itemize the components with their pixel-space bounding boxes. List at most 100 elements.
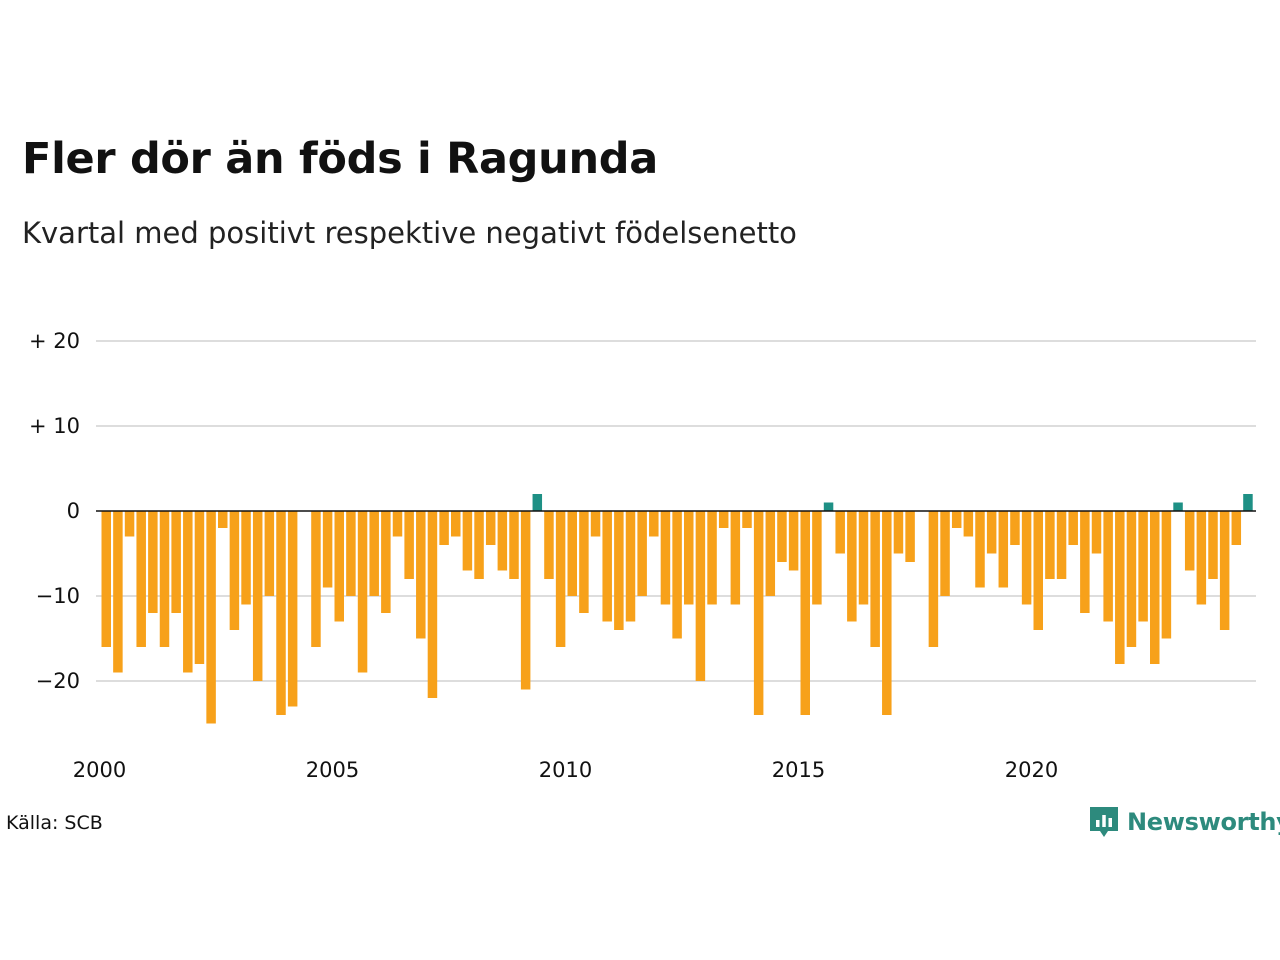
chart-subtitle: Kvartal med positivt respektive negativt… xyxy=(22,216,797,250)
bar xyxy=(800,511,810,715)
brand-name: Newsworthy xyxy=(1127,808,1280,836)
bar xyxy=(369,511,379,596)
y-tick-label: −10 xyxy=(36,584,80,608)
bar xyxy=(1231,511,1242,545)
x-tick-label: 2000 xyxy=(73,758,126,782)
bar xyxy=(1115,511,1125,664)
bar xyxy=(637,511,647,596)
y-tick-label: 0 xyxy=(67,499,80,523)
bar xyxy=(287,511,298,707)
bar xyxy=(777,511,787,562)
bar xyxy=(148,511,158,613)
bar xyxy=(812,511,822,605)
bar xyxy=(695,511,706,681)
bar xyxy=(986,511,997,554)
y-tick-label: + 10 xyxy=(29,414,80,438)
bar xyxy=(497,511,508,571)
x-tick-label: 2015 xyxy=(772,758,825,782)
bar xyxy=(684,511,694,605)
bar xyxy=(1196,511,1207,605)
bar xyxy=(520,511,531,690)
bar xyxy=(124,511,135,537)
bar xyxy=(1091,511,1102,554)
bar xyxy=(882,511,892,715)
bar xyxy=(416,511,426,639)
bar xyxy=(579,511,589,613)
bar xyxy=(730,511,741,605)
bar xyxy=(485,511,496,545)
bar xyxy=(1243,494,1253,511)
bar xyxy=(905,511,915,562)
bar xyxy=(322,511,333,588)
y-axis-ticks: + 20 + 10 0 −10 −20 xyxy=(29,329,80,693)
bar xyxy=(823,502,834,511)
brand-logo: Newsworthy xyxy=(1087,804,1280,840)
bar xyxy=(567,511,577,596)
bar xyxy=(392,511,403,537)
bar xyxy=(660,511,671,605)
source-note: Källa: SCB xyxy=(6,812,103,834)
bar xyxy=(672,511,682,639)
bar xyxy=(1068,511,1078,545)
bar xyxy=(707,511,717,605)
bar xyxy=(427,511,438,698)
bar xyxy=(1161,511,1172,639)
bar xyxy=(381,511,391,613)
bar xyxy=(509,511,519,579)
bar xyxy=(1103,511,1113,622)
bar xyxy=(462,511,473,571)
bar xyxy=(602,511,612,622)
bar xyxy=(101,511,111,647)
x-tick-label: 2020 xyxy=(1005,758,1058,782)
bar xyxy=(159,511,170,647)
newsworthy-logo-icon xyxy=(1090,807,1118,837)
bar xyxy=(183,511,193,673)
bar xyxy=(311,511,321,647)
bar xyxy=(940,511,950,596)
y-tick-label: −20 xyxy=(36,669,80,693)
bar xyxy=(241,511,251,605)
bar xyxy=(439,511,449,545)
bar xyxy=(893,511,904,554)
bar xyxy=(590,511,601,537)
bar xyxy=(346,511,356,596)
bar xyxy=(858,511,869,605)
bar xyxy=(1021,511,1032,605)
bar xyxy=(1033,511,1043,630)
bar xyxy=(1010,511,1020,545)
bar xyxy=(1173,502,1183,511)
bar xyxy=(194,511,205,664)
bar xyxy=(229,511,240,630)
bar xyxy=(544,511,554,579)
bar xyxy=(753,511,764,715)
x-tick-label: 2005 xyxy=(306,758,359,782)
bar xyxy=(870,511,880,647)
bar xyxy=(264,511,275,596)
y-tick-label: + 20 xyxy=(29,329,80,353)
bar xyxy=(625,511,636,622)
bar xyxy=(1080,511,1090,613)
bar xyxy=(334,511,344,622)
bar xyxy=(206,511,216,724)
bar xyxy=(252,511,263,681)
bar xyxy=(1150,511,1160,664)
bar xyxy=(1126,511,1137,647)
bar xyxy=(1184,511,1195,571)
bar xyxy=(1056,511,1067,579)
bar xyxy=(788,511,799,571)
bar xyxy=(998,511,1009,588)
bar xyxy=(963,511,974,537)
bar xyxy=(404,511,414,579)
bar xyxy=(1045,511,1055,579)
bar xyxy=(742,511,752,528)
bar xyxy=(765,511,776,596)
bar xyxy=(718,511,729,528)
bar xyxy=(357,511,368,673)
bar xyxy=(218,511,228,528)
bar xyxy=(171,511,181,613)
bar xyxy=(1138,511,1148,622)
bar xyxy=(975,511,985,588)
bar xyxy=(1219,511,1230,630)
bar xyxy=(474,511,484,579)
